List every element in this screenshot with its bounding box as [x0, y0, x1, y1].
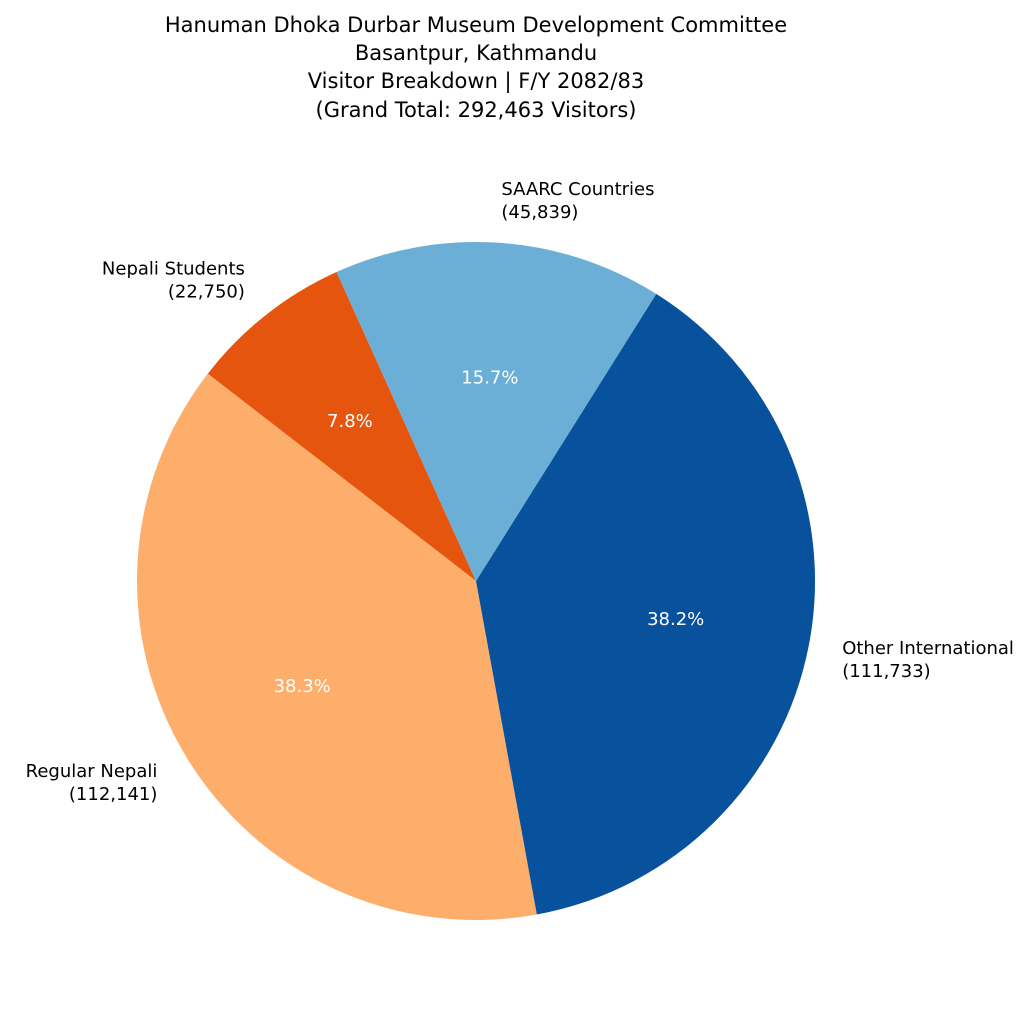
chart-title-line-2: Basantpur, Kathmandu: [355, 41, 597, 65]
pie-category-label-nepali-students: Nepali Students: [102, 259, 245, 280]
pie-slice-saarc-countries: [336, 241, 657, 581]
chart-title-line-3: Visitor Breakdown | F/Y 2082/83: [308, 69, 644, 94]
pie-value-label-regular-nepali: (112,141): [69, 784, 157, 805]
chart-title: Hanuman Dhoka Durbar Museum Development …: [165, 13, 787, 122]
pie-slices: [137, 241, 816, 920]
chart-title-line-4: (Grand Total: 292,463 Visitors): [316, 98, 637, 122]
pie-slice-regular-nepali: [137, 373, 537, 920]
pie-category-label-regular-nepali: Regular Nepali: [26, 761, 158, 782]
pie-slice-other-international: [476, 293, 816, 915]
chart-title-line-1: Hanuman Dhoka Durbar Museum Development …: [165, 13, 787, 37]
pie-category-label-saarc-countries: SAARC Countries: [501, 179, 654, 200]
pie-percent-label-other-international: 38.2%: [647, 609, 704, 630]
pie-category-label-other-international: Other International: [842, 638, 1014, 659]
pie-labels: 7.8% Nepali Students(22,750) 38.3% Regular …: [26, 179, 1014, 805]
pie-percent-label-nepali-students: 7.8%: [327, 411, 373, 432]
pie-percent-label-regular-nepali: 38.3%: [274, 676, 331, 697]
pie-slice-nepali-students: [207, 272, 476, 581]
pie-value-label-nepali-students: (22,750): [168, 282, 245, 303]
pie-value-label-other-international: (111,733): [842, 661, 930, 682]
pie-value-label-saarc-countries: (45,839): [501, 202, 578, 223]
pie-percent-label-saarc-countries: 15.7%: [461, 368, 518, 389]
